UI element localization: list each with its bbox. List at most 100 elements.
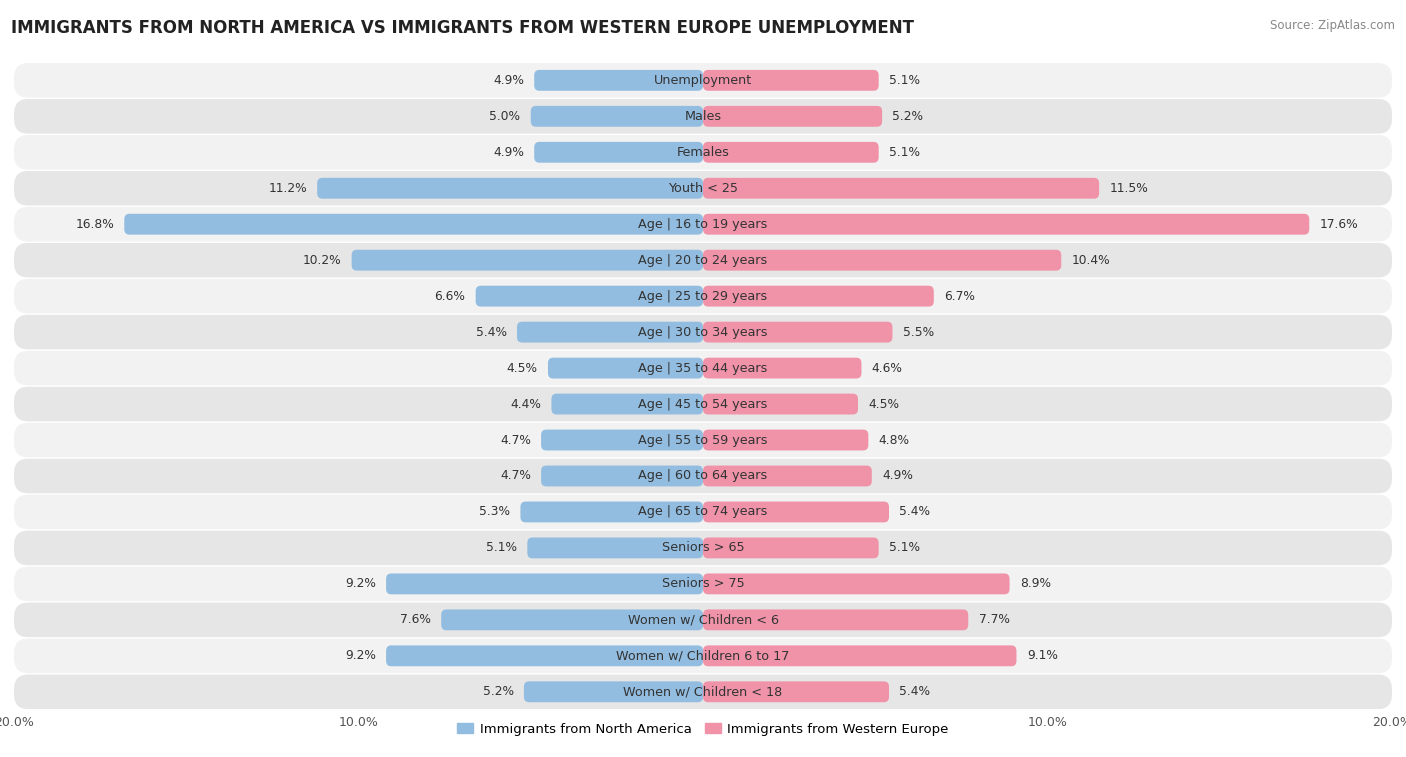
Text: 6.7%: 6.7%	[945, 290, 974, 303]
Text: 5.1%: 5.1%	[486, 541, 517, 554]
Text: 4.5%: 4.5%	[506, 362, 537, 375]
FancyBboxPatch shape	[318, 178, 703, 198]
FancyBboxPatch shape	[703, 70, 879, 91]
Text: 4.7%: 4.7%	[501, 434, 531, 447]
Text: 7.7%: 7.7%	[979, 613, 1010, 626]
Text: Age | 16 to 19 years: Age | 16 to 19 years	[638, 218, 768, 231]
Text: 11.2%: 11.2%	[269, 182, 307, 195]
FancyBboxPatch shape	[352, 250, 703, 270]
FancyBboxPatch shape	[14, 459, 1392, 494]
Text: 5.3%: 5.3%	[479, 506, 510, 519]
FancyBboxPatch shape	[520, 502, 703, 522]
Text: 5.0%: 5.0%	[489, 110, 520, 123]
FancyBboxPatch shape	[531, 106, 703, 126]
Text: 5.4%: 5.4%	[900, 506, 931, 519]
Text: 9.1%: 9.1%	[1026, 650, 1057, 662]
Text: 5.5%: 5.5%	[903, 326, 934, 338]
FancyBboxPatch shape	[14, 494, 1392, 529]
Text: Age | 25 to 29 years: Age | 25 to 29 years	[638, 290, 768, 303]
Text: 10.2%: 10.2%	[302, 254, 342, 266]
FancyBboxPatch shape	[387, 646, 703, 666]
FancyBboxPatch shape	[534, 70, 703, 91]
Text: 4.5%: 4.5%	[869, 397, 900, 410]
FancyBboxPatch shape	[124, 213, 703, 235]
FancyBboxPatch shape	[703, 213, 1309, 235]
Text: 9.2%: 9.2%	[344, 578, 375, 590]
Text: Age | 55 to 59 years: Age | 55 to 59 years	[638, 434, 768, 447]
Text: Unemployment: Unemployment	[654, 74, 752, 87]
FancyBboxPatch shape	[703, 646, 1017, 666]
Text: 4.7%: 4.7%	[501, 469, 531, 482]
FancyBboxPatch shape	[14, 603, 1392, 637]
FancyBboxPatch shape	[703, 574, 1010, 594]
Text: 4.9%: 4.9%	[882, 469, 912, 482]
Text: 10.4%: 10.4%	[1071, 254, 1111, 266]
FancyBboxPatch shape	[703, 178, 1099, 198]
FancyBboxPatch shape	[548, 357, 703, 378]
Legend: Immigrants from North America, Immigrants from Western Europe: Immigrants from North America, Immigrant…	[453, 717, 953, 741]
FancyBboxPatch shape	[527, 537, 703, 559]
FancyBboxPatch shape	[14, 63, 1392, 98]
Text: 5.2%: 5.2%	[893, 110, 924, 123]
Text: 5.4%: 5.4%	[475, 326, 506, 338]
Text: 5.4%: 5.4%	[900, 685, 931, 698]
FancyBboxPatch shape	[703, 609, 969, 631]
FancyBboxPatch shape	[703, 466, 872, 487]
FancyBboxPatch shape	[517, 322, 703, 343]
FancyBboxPatch shape	[703, 502, 889, 522]
Text: 8.9%: 8.9%	[1019, 578, 1050, 590]
Text: 4.6%: 4.6%	[872, 362, 903, 375]
Text: 9.2%: 9.2%	[344, 650, 375, 662]
FancyBboxPatch shape	[14, 350, 1392, 385]
Text: Youth < 25: Youth < 25	[668, 182, 738, 195]
FancyBboxPatch shape	[703, 357, 862, 378]
FancyBboxPatch shape	[441, 609, 703, 631]
Text: 5.1%: 5.1%	[889, 541, 920, 554]
Text: Seniors > 75: Seniors > 75	[662, 578, 744, 590]
Text: 4.4%: 4.4%	[510, 397, 541, 410]
Text: Women w/ Children < 6: Women w/ Children < 6	[627, 613, 779, 626]
FancyBboxPatch shape	[703, 285, 934, 307]
FancyBboxPatch shape	[703, 106, 882, 126]
Text: Age | 35 to 44 years: Age | 35 to 44 years	[638, 362, 768, 375]
Text: Source: ZipAtlas.com: Source: ZipAtlas.com	[1270, 19, 1395, 32]
Text: 5.1%: 5.1%	[889, 146, 920, 159]
Text: 4.9%: 4.9%	[494, 74, 524, 87]
Text: 4.9%: 4.9%	[494, 146, 524, 159]
Text: 5.1%: 5.1%	[889, 74, 920, 87]
Text: Age | 60 to 64 years: Age | 60 to 64 years	[638, 469, 768, 482]
FancyBboxPatch shape	[14, 422, 1392, 457]
FancyBboxPatch shape	[14, 674, 1392, 709]
Text: 5.2%: 5.2%	[482, 685, 513, 698]
FancyBboxPatch shape	[14, 639, 1392, 673]
FancyBboxPatch shape	[703, 394, 858, 415]
FancyBboxPatch shape	[14, 567, 1392, 601]
Text: Males: Males	[685, 110, 721, 123]
Text: Age | 65 to 74 years: Age | 65 to 74 years	[638, 506, 768, 519]
FancyBboxPatch shape	[14, 531, 1392, 565]
FancyBboxPatch shape	[524, 681, 703, 702]
FancyBboxPatch shape	[703, 142, 879, 163]
Text: Women w/ Children < 18: Women w/ Children < 18	[623, 685, 783, 698]
FancyBboxPatch shape	[551, 394, 703, 415]
Text: Women w/ Children 6 to 17: Women w/ Children 6 to 17	[616, 650, 790, 662]
Text: Females: Females	[676, 146, 730, 159]
Text: Age | 45 to 54 years: Age | 45 to 54 years	[638, 397, 768, 410]
FancyBboxPatch shape	[14, 315, 1392, 350]
Text: 17.6%: 17.6%	[1320, 218, 1358, 231]
FancyBboxPatch shape	[14, 171, 1392, 205]
FancyBboxPatch shape	[14, 135, 1392, 170]
FancyBboxPatch shape	[14, 207, 1392, 241]
FancyBboxPatch shape	[534, 142, 703, 163]
FancyBboxPatch shape	[703, 429, 869, 450]
FancyBboxPatch shape	[387, 574, 703, 594]
FancyBboxPatch shape	[703, 322, 893, 343]
Text: 16.8%: 16.8%	[75, 218, 114, 231]
FancyBboxPatch shape	[14, 243, 1392, 278]
FancyBboxPatch shape	[703, 537, 879, 559]
FancyBboxPatch shape	[703, 681, 889, 702]
FancyBboxPatch shape	[541, 466, 703, 487]
Text: 4.8%: 4.8%	[879, 434, 910, 447]
FancyBboxPatch shape	[541, 429, 703, 450]
FancyBboxPatch shape	[14, 99, 1392, 133]
